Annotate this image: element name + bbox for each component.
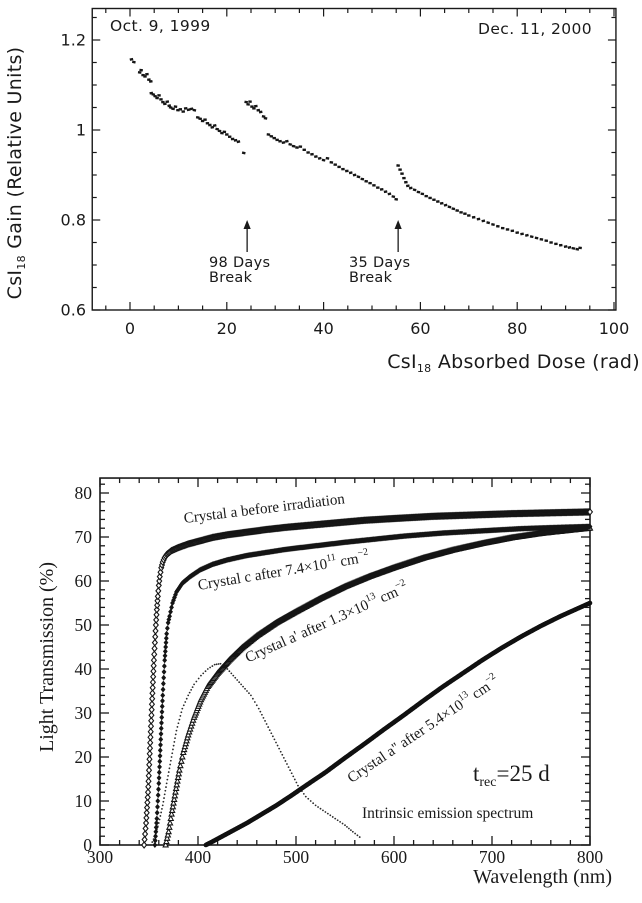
transmission-tick-label: 30	[75, 703, 93, 723]
dose-axis-title: CsI18 Absorbed Dose (rad)	[387, 351, 640, 375]
gain-tick-label: 1.2	[61, 31, 86, 50]
dose-tick-label: 40	[313, 319, 333, 338]
transmission-tick-label: 0	[83, 835, 92, 855]
gain-axis-title-sub: 18	[15, 255, 28, 270]
series-crystal-a-doubleprime-after	[203, 600, 593, 848]
dose-axis-title-prefix: CsI	[387, 351, 417, 373]
wavelength-tick-label: 500	[283, 847, 310, 867]
break1-line2: Break	[209, 270, 253, 286]
transmission-tick-label: 20	[75, 747, 93, 767]
break2-line1: 35 Days	[349, 255, 411, 271]
gain-data-points	[129, 57, 582, 251]
dose-axis-title-rest: Absorbed Dose (rad)	[431, 351, 640, 373]
gain-axis-title-rest: Gain (Relative Units)	[4, 46, 26, 256]
recovery-time-annotation: trec=25 d	[473, 761, 550, 790]
transmission-axis-title: Light Transmission (%)	[36, 561, 58, 753]
wavelength-tick-label: 400	[185, 847, 212, 867]
wavelength-tick-label: 700	[479, 847, 506, 867]
transmission-tick-label: 60	[75, 571, 93, 591]
gain-tick-label: 0.6	[61, 301, 86, 320]
transmission-tick-label: 80	[75, 483, 93, 503]
transmission-chart	[99, 477, 591, 846]
gain-tick-label: 0.8	[61, 211, 86, 230]
transmission-tick-label: 40	[75, 659, 93, 679]
dose-tick-label: 20	[217, 319, 237, 338]
end-date-annotation: Dec. 11, 2000	[478, 20, 593, 38]
gain-axis-title: CsI18 Gain (Relative Units)	[4, 8, 28, 338]
gain-dose-ticks: 0 20 40 60 80 100 0.6 0.8 1 1.2	[61, 8, 630, 338]
break-arrows	[243, 220, 402, 252]
transmission-ticks: 300 400 500 600 700 800 0 10 20 30 40 50 60 70 80	[75, 478, 604, 867]
break2-line2: Break	[349, 270, 393, 286]
series-crystal-c-after	[152, 523, 593, 848]
emission-spectrum-label: Intrinsic emission spectrum	[362, 805, 534, 822]
break1-annotation: 98 Days Break	[209, 256, 270, 286]
gain-axis-title-prefix: CsI	[4, 269, 26, 300]
gain-tick-label: 1	[76, 121, 86, 140]
wavelength-tick-label: 800	[577, 847, 604, 867]
series-crystal-a-prime-after	[162, 524, 594, 848]
dose-axis-title-sub: 18	[416, 362, 432, 375]
wavelength-tick-label: 300	[87, 847, 114, 867]
dose-tick-label: 60	[410, 319, 430, 338]
dose-tick-label: 80	[507, 319, 527, 338]
series-crystal-a-before	[140, 508, 594, 849]
gain-dose-chart	[91, 7, 617, 311]
series-intrinsic-emission	[150, 662, 361, 846]
break1-line1: 98 Days	[209, 255, 271, 271]
wavelength-axis-title: Wavelength (nm)	[473, 866, 612, 888]
dose-tick-label: 100	[599, 319, 630, 338]
wavelength-tick-label: 600	[381, 847, 408, 867]
transmission-tick-label: 70	[75, 527, 93, 547]
dose-tick-label: 0	[125, 319, 135, 338]
start-date-annotation: Oct. 9, 1999	[110, 17, 211, 35]
transmission-tick-label: 50	[75, 615, 93, 635]
break2-annotation: 35 Days Break	[349, 256, 410, 286]
transmission-tick-label: 10	[75, 791, 93, 811]
